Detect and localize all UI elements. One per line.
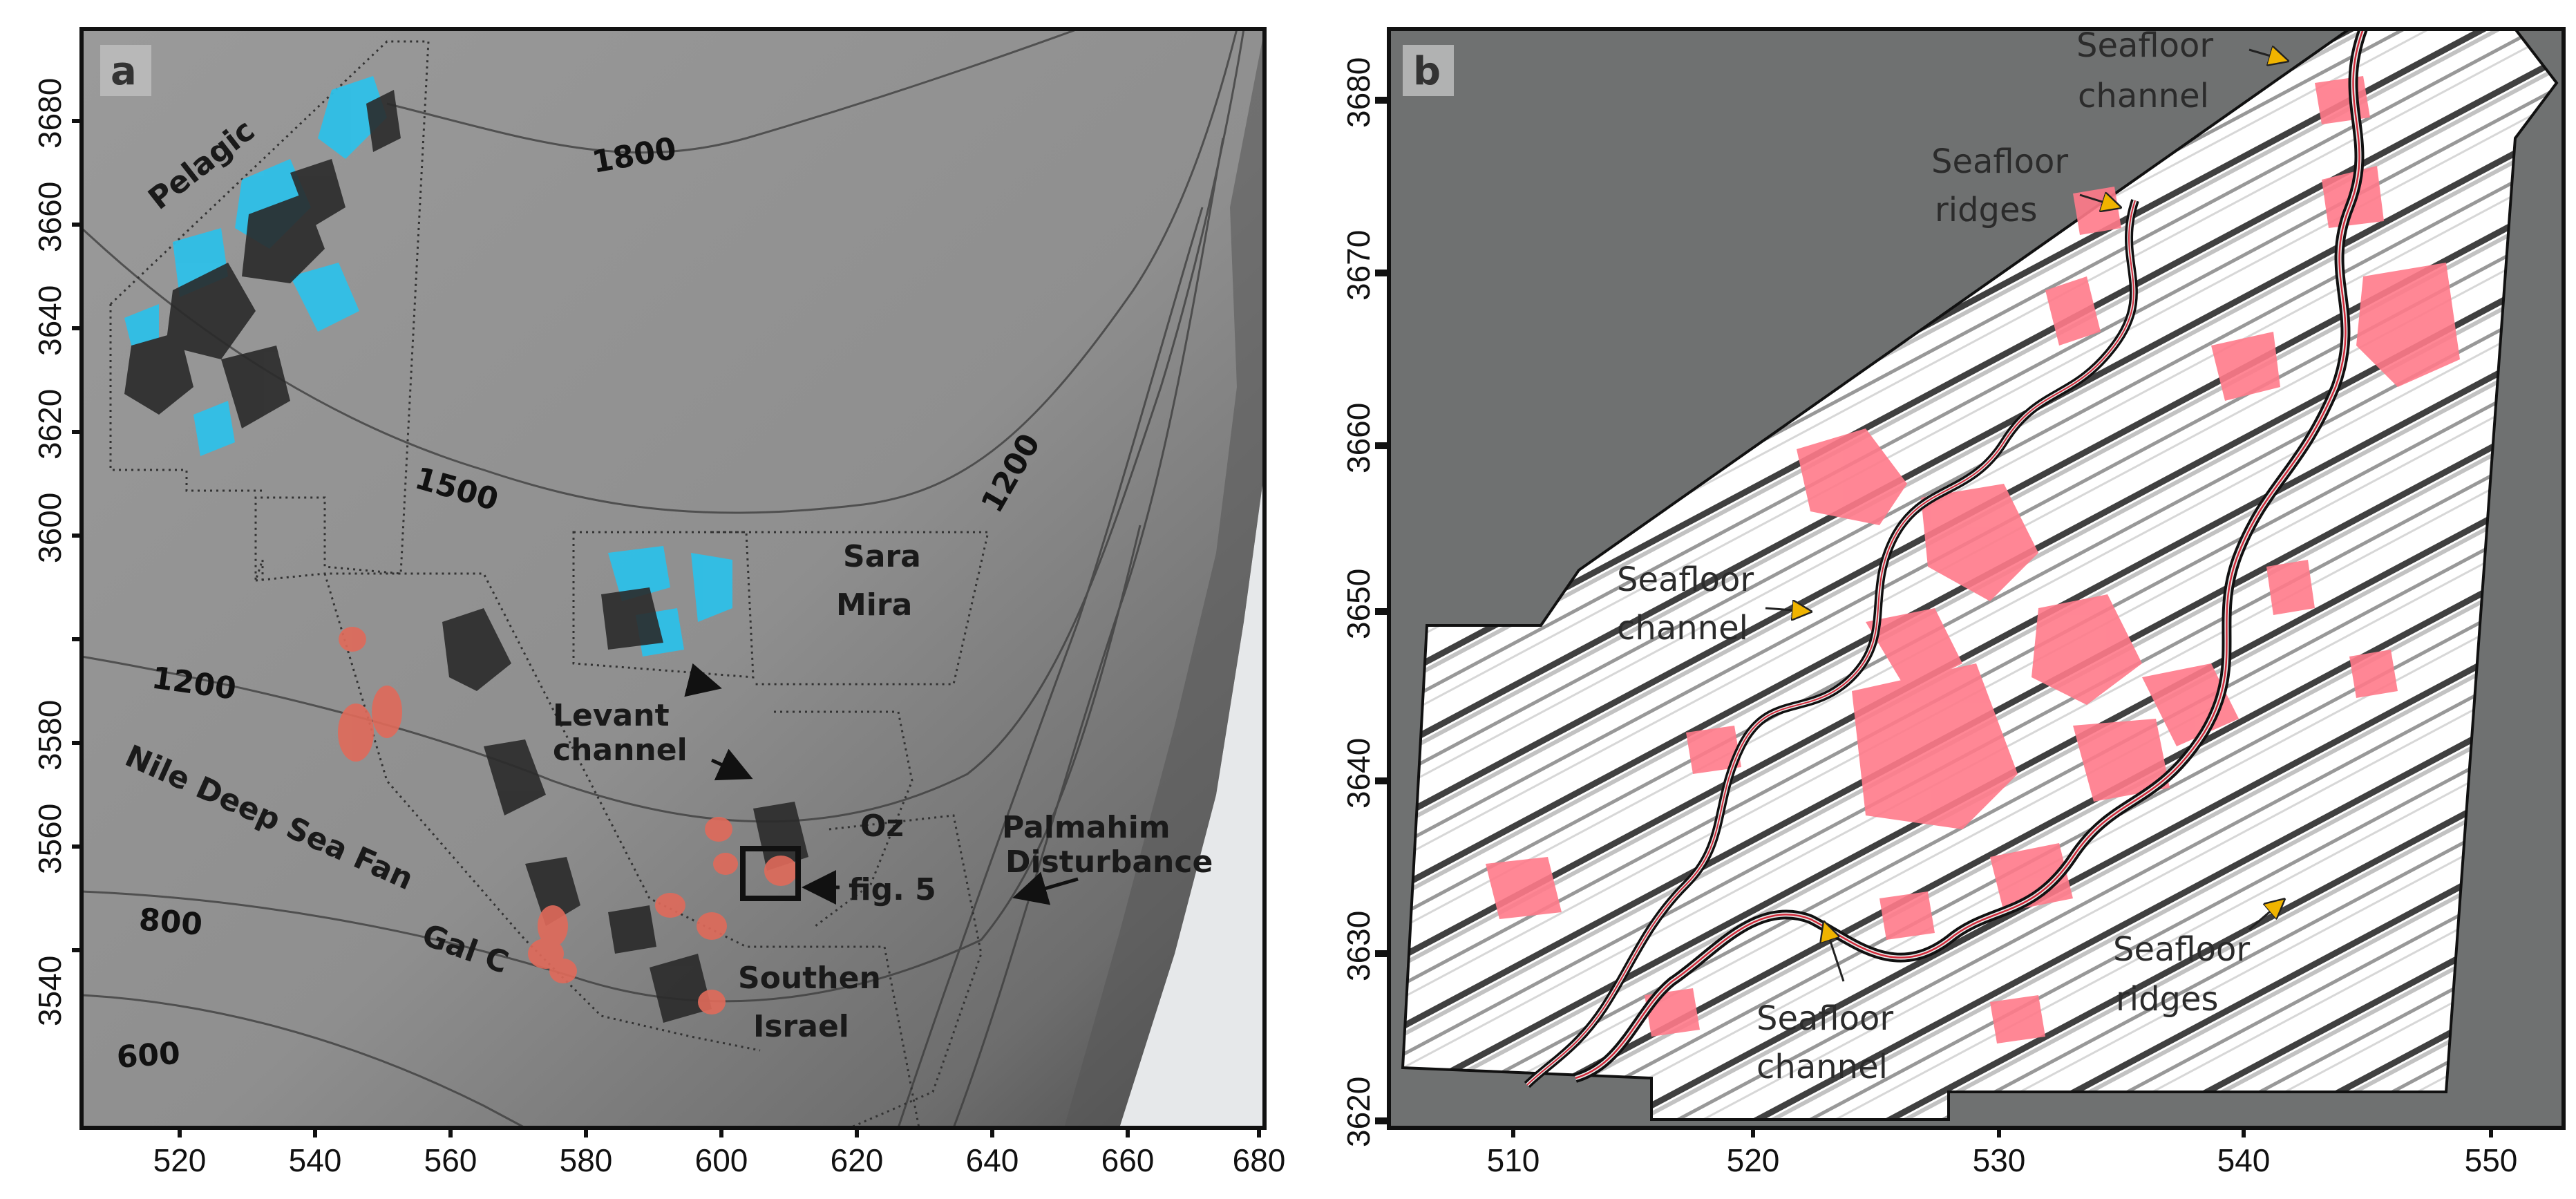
b-ytick-3680: 3680 xyxy=(1341,57,1376,128)
label-levant-line1: Levant xyxy=(553,698,670,733)
label-top-channel-line1: Seafloor xyxy=(2076,26,2213,65)
b-ytick-3640: 3640 xyxy=(1341,738,1376,809)
b-xtick-540: 540 xyxy=(2217,1142,2271,1178)
label-oz: Oz xyxy=(860,809,904,844)
b-ytick-3620: 3620 xyxy=(1341,1077,1376,1147)
a-ytick-3600: 3600 xyxy=(32,493,68,563)
panel-b-y-axis xyxy=(1375,97,1389,1124)
b-ytick-3660: 3660 xyxy=(1341,403,1376,473)
label-southen: Southen xyxy=(738,961,881,996)
a-ytick-3580: 3580 xyxy=(32,700,68,771)
label-ridges-right-line1: Seafloor xyxy=(2113,930,2250,969)
arrow-bottom-channel xyxy=(1824,923,1845,982)
a-xtick-620: 620 xyxy=(831,1142,884,1178)
contour-label-600: 600 xyxy=(115,1036,181,1075)
panel-a-slope-shadow xyxy=(1064,29,1265,1128)
panel-b-x-axis xyxy=(1511,1128,2493,1137)
a-ytick-3680: 3680 xyxy=(32,78,68,149)
a-xtick-520: 520 xyxy=(153,1142,207,1178)
panel-b-channels xyxy=(1524,27,2368,1088)
label-top-channel-line2: channel xyxy=(2078,77,2209,115)
b-ytick-3650: 3650 xyxy=(1341,569,1376,639)
panel-a-dark-features xyxy=(124,90,808,1023)
a-ytick-3660: 3660 xyxy=(32,182,68,252)
b-ytick-3670: 3670 xyxy=(1341,230,1376,301)
panel-b-letter-bg xyxy=(1403,45,1454,96)
label-ridges-right-line2: ridges xyxy=(2116,980,2219,1019)
label-left-channel-line1: Seafloor xyxy=(1617,560,1754,599)
b-ytick-3630: 3630 xyxy=(1341,911,1376,981)
label-ridges-top-line1: Seafloor xyxy=(1931,142,2068,181)
a-ytick-3560: 3560 xyxy=(32,804,68,874)
a-xtick-600: 600 xyxy=(695,1142,748,1178)
label-israel: Israel xyxy=(753,1009,849,1044)
arrow-top-channel xyxy=(2248,50,2287,61)
panel-a-red-features xyxy=(338,627,797,1014)
a-ytick-3540: 3540 xyxy=(32,956,68,1026)
a-ytick-3640: 3640 xyxy=(32,285,68,356)
panel-b-frame xyxy=(1387,27,2566,1130)
arrow-left-channel xyxy=(1765,608,1810,612)
contour-label-800: 800 xyxy=(138,902,204,943)
panel-b-arrows xyxy=(1765,50,2287,982)
label-mira: Mira xyxy=(836,587,912,623)
a-ytick-3620: 3620 xyxy=(32,389,68,460)
a-xtick-580: 580 xyxy=(560,1142,613,1178)
panel-a-frame xyxy=(79,27,1267,1130)
panel-a-letter-bg xyxy=(100,45,151,96)
b-xtick-520: 520 xyxy=(1727,1142,1780,1178)
panel-a-y-axis xyxy=(72,119,82,952)
panel-a-letter: a xyxy=(111,49,137,94)
a-xtick-640: 640 xyxy=(966,1142,1019,1178)
a-xtick-680: 680 xyxy=(1233,1142,1286,1178)
label-ridges-top-line2: ridges xyxy=(1935,191,2038,229)
label-bottom-channel-line1: Seafloor xyxy=(1756,999,1893,1038)
panel-a-arrows xyxy=(684,663,1079,905)
label-bottom-channel-line2: channel xyxy=(1756,1048,1888,1086)
label-levant-line2: channel xyxy=(553,733,688,768)
label-fig5: fig. 5 xyxy=(849,872,936,907)
label-sara: Sara xyxy=(843,539,921,574)
levant-arrow xyxy=(710,748,753,781)
arrow-ridges-right xyxy=(2248,900,2284,931)
palmahim-arrow xyxy=(1012,871,1079,905)
panel-a: a Pelagic Sara Mira Levant channel Nile … xyxy=(32,27,1286,1178)
panel-b-letter: b xyxy=(1413,49,1441,94)
panel-a-x-axis xyxy=(178,1128,1261,1137)
b-xtick-510: 510 xyxy=(1487,1142,1540,1178)
a-xtick-540: 540 xyxy=(289,1142,342,1178)
b-xtick-550: 550 xyxy=(2465,1142,2518,1178)
label-left-channel-line2: channel xyxy=(1617,609,1748,648)
a-xtick-560: 560 xyxy=(424,1142,477,1178)
sara-mira-arrow xyxy=(684,663,722,697)
label-palmahim-line2: Disturbance xyxy=(1005,844,1213,880)
a-xtick-660: 660 xyxy=(1101,1142,1155,1178)
b-xtick-530: 530 xyxy=(1973,1142,2026,1178)
label-palmahim-line1: Palmahim xyxy=(1002,810,1171,845)
arrow-ridges-top xyxy=(2079,195,2120,207)
fig5-box xyxy=(740,846,801,901)
panel-b: b Seafloor channel Seafloor ridges Seafl… xyxy=(1341,26,2566,1178)
panel-a-shelf xyxy=(1119,470,1265,1128)
